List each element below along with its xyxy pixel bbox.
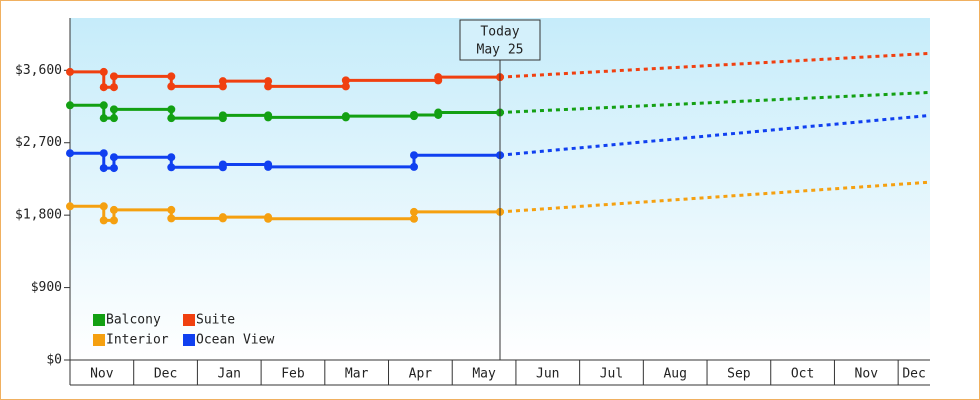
point [66,202,74,211]
point [167,82,176,91]
point [109,216,118,225]
point [109,105,118,114]
point [167,105,176,114]
point [218,213,227,222]
today-box [459,19,541,61]
x-tick-label: Jun [536,367,559,382]
x-tick-label: Apr [409,367,433,382]
legend-swatch [93,334,105,346]
legend-swatch [183,314,195,326]
point [264,162,273,171]
x-tick-label: Nov [90,367,114,382]
y-tick-label: $900 [31,280,62,295]
point [167,72,176,81]
point [99,67,108,76]
point [99,164,108,173]
y-tick-label: $2,700 [15,135,62,150]
point [410,110,418,119]
x-tick-label: Oct [791,367,814,382]
x-tick-label: Nov [855,367,879,382]
legend-swatch [93,314,105,326]
point [167,153,176,162]
x-tick-label: Dec [902,367,925,382]
point [341,112,350,121]
point [410,214,418,223]
point [410,207,418,216]
point [109,72,118,81]
x-tick-label: Sep [727,367,751,382]
point [167,214,176,223]
point [99,114,108,123]
y-tick-label: $0 [46,353,62,368]
x-tick-label: Jul [600,367,623,382]
point [109,205,118,214]
point [218,77,227,86]
point [218,111,227,120]
point [109,164,118,173]
point [218,160,227,169]
point [66,149,74,158]
point [109,153,118,162]
point [109,83,118,92]
point [434,108,443,117]
x-tick-label: Mar [345,367,369,382]
point [167,205,176,214]
x-tick-label: Feb [281,367,305,382]
point [410,162,418,171]
legend-swatch [183,334,195,346]
point [264,214,273,223]
point [341,76,350,85]
point [410,151,418,160]
y-tick-label: $3,600 [15,63,62,78]
point [264,113,273,122]
point [434,73,443,82]
legend-label: Ocean View [196,333,274,348]
legend-label: Suite [196,313,235,328]
x-tick-label: May [472,367,496,382]
point [99,101,108,110]
point [341,82,350,91]
point [66,101,74,110]
x-tick-label: Jan [218,367,241,382]
point [66,67,74,76]
point [99,202,108,211]
today-label: Today [480,25,519,40]
point [264,82,273,91]
y-tick-label: $1,800 [15,208,62,223]
point [167,114,176,123]
today-date: May 25 [477,43,524,58]
point [99,149,108,158]
x-tick-label: Aug [663,367,686,382]
legend-label: Interior [106,333,169,348]
point [109,114,118,123]
legend-label: Balcony [106,313,161,328]
x-tick-label: Dec [154,367,177,382]
point [167,163,176,172]
point [99,216,108,225]
point [99,83,108,92]
